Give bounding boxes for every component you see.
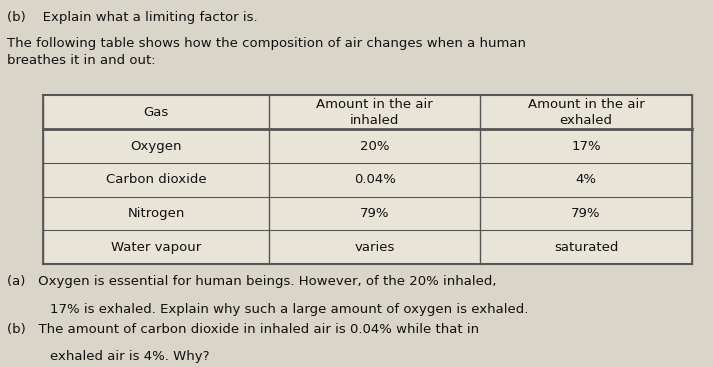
Text: 17% is exhaled. Explain why such a large amount of oxygen is exhaled.: 17% is exhaled. Explain why such a large… [50,303,528,316]
Text: Gas: Gas [143,106,168,119]
Text: Water vapour: Water vapour [111,241,201,254]
Text: (a)   Oxygen is essential for human beings. However, of the 20% inhaled,: (a) Oxygen is essential for human beings… [7,275,497,288]
Text: Amount in the air
inhaled: Amount in the air inhaled [317,98,433,127]
Text: 17%: 17% [571,139,601,153]
Text: Carbon dioxide: Carbon dioxide [106,173,206,186]
Text: Nitrogen: Nitrogen [127,207,185,220]
Text: exhaled air is 4%. Why?: exhaled air is 4%. Why? [50,350,210,363]
Text: Oxygen: Oxygen [130,139,182,153]
Text: 20%: 20% [360,139,389,153]
Text: 79%: 79% [571,207,601,220]
Text: (b)   The amount of carbon dioxide in inhaled air is 0.04% while that in: (b) The amount of carbon dioxide in inha… [7,323,479,336]
Text: 0.04%: 0.04% [354,173,396,186]
Text: (b)    Explain what a limiting factor is.: (b) Explain what a limiting factor is. [7,11,258,24]
Text: 4%: 4% [575,173,597,186]
Text: Amount in the air
exhaled: Amount in the air exhaled [528,98,645,127]
Text: 79%: 79% [360,207,389,220]
Text: The following table shows how the composition of air changes when a human
breath: The following table shows how the compos… [7,37,526,67]
Text: varies: varies [354,241,395,254]
Text: saturated: saturated [554,241,618,254]
Bar [43,95,692,264]
